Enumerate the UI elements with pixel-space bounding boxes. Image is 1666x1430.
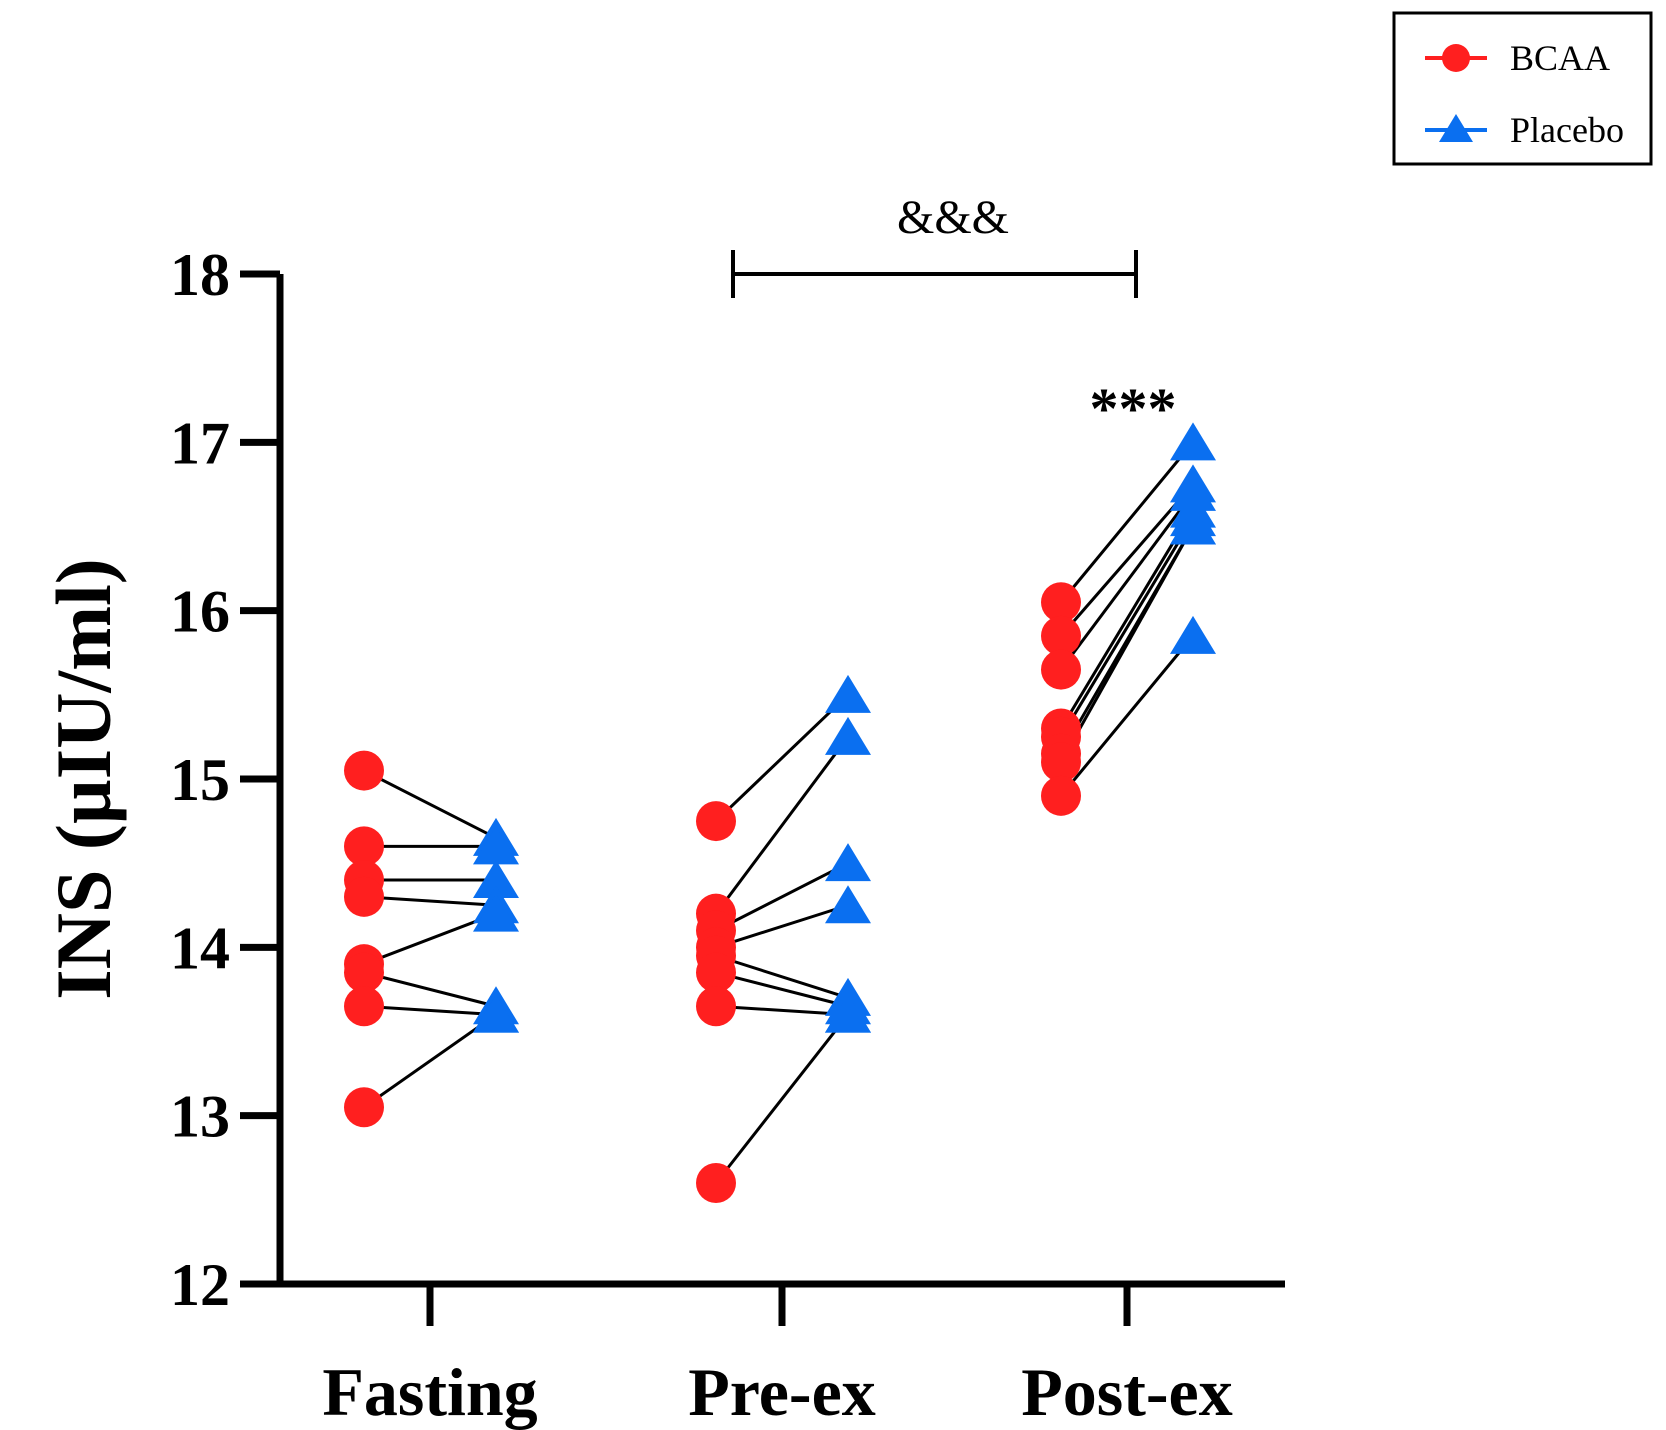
bcaa-point [1041, 742, 1081, 783]
pair-line [715, 1004, 849, 1017]
placebo-point [1170, 615, 1216, 654]
pair-line [715, 954, 849, 1000]
bcaa-point [696, 801, 736, 842]
placebo-point [473, 893, 519, 932]
legend-bcaa-marker [1442, 44, 1470, 72]
placebo-point [825, 885, 871, 924]
pair-line [363, 769, 497, 840]
bcaa-point [696, 952, 736, 993]
pair-line [714, 736, 850, 915]
bcaa-point [344, 1087, 384, 1128]
y-axis-label: INS (µIU/ml) [40, 558, 127, 999]
bcaa-point [344, 952, 384, 993]
pair-line [363, 1013, 497, 1109]
significance-bracket: &&& [731, 191, 1138, 298]
y-tick-label: 14 [170, 915, 230, 981]
significance-stars: *** [1090, 376, 1177, 441]
bcaa-point [344, 826, 384, 867]
pair-line [1059, 508, 1195, 730]
y-tick-label: 15 [170, 747, 230, 813]
pair-line [1059, 441, 1195, 604]
placebo-point [825, 843, 871, 882]
x-tick-label: Fasting [322, 1354, 537, 1430]
bcaa-point [1041, 582, 1081, 623]
legend-box [1392, 11, 1653, 166]
x-tick-label: Pre-ex [688, 1354, 876, 1430]
legend: BCAA Placebo [1392, 11, 1653, 166]
y-tick-label: 13 [170, 1084, 230, 1150]
pair-line [715, 971, 849, 1008]
pair-line [714, 693, 850, 823]
pair-line [1059, 517, 1195, 738]
placebo-point [825, 994, 871, 1033]
bcaa-point [1041, 615, 1081, 656]
pair-line [1059, 525, 1195, 763]
bcaa-point [344, 986, 384, 1027]
bcaa-point [1041, 649, 1081, 690]
legend-bcaa-label: BCAA [1510, 38, 1610, 78]
pair-line [715, 861, 849, 932]
legend-placebo-marker [1439, 114, 1473, 142]
bracket-label: &&& [897, 191, 1009, 244]
pair-line [1059, 634, 1195, 797]
y-ticks: 12 13 14 15 16 17 18 [170, 242, 280, 1318]
placebo-point [473, 826, 519, 865]
y-tick-label: 17 [170, 410, 230, 476]
pair-line [363, 1004, 497, 1017]
y-tick-label: 12 [170, 1252, 230, 1318]
bcaa-point [1041, 775, 1081, 816]
markers [344, 422, 1216, 1203]
placebo-point [825, 716, 871, 755]
pair-line [715, 903, 849, 949]
pair-line [714, 1013, 850, 1184]
pair-line [363, 895, 497, 907]
pair-line [363, 971, 497, 1008]
placebo-point [473, 860, 519, 898]
x-ticks: Fasting Pre-ex Post-ex [322, 1284, 1233, 1430]
placebo-point [473, 994, 519, 1033]
pair-line [1059, 491, 1195, 671]
placebo-point [1170, 506, 1216, 545]
placebo-point [825, 674, 871, 713]
legend-placebo-label: Placebo [1510, 110, 1624, 150]
bcaa-point [344, 876, 384, 917]
placebo-point [1170, 422, 1216, 461]
bcaa-point [696, 986, 736, 1027]
pair-lines [363, 441, 1195, 1184]
bcaa-point [696, 1163, 736, 1203]
bcaa-point [344, 750, 384, 791]
y-tick-label: 16 [170, 579, 230, 645]
y-tick-label: 18 [170, 242, 230, 308]
x-tick-label: Post-ex [1021, 1354, 1232, 1430]
